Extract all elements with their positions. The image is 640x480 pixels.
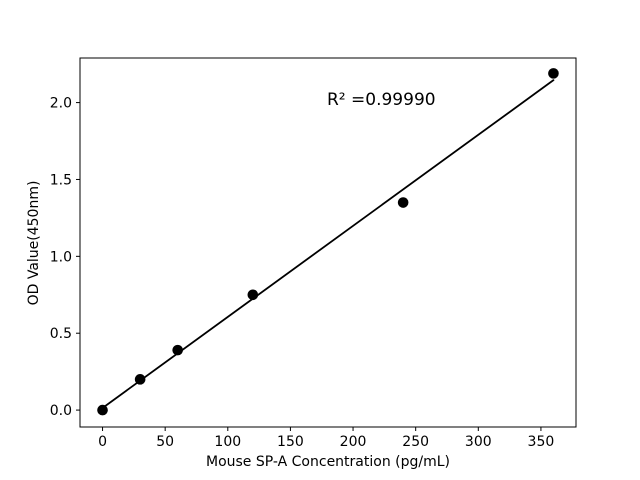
x-axis-label: Mouse SP-A Concentration (pg/mL) [206,454,450,470]
y-axis-label: OD Value(450nm) [26,181,42,306]
x-tick-label: 250 [402,434,429,450]
y-axis-ticks: 0.0 0.5 1.0 1.5 2.0 [50,96,80,419]
regression-line [101,79,555,409]
data-points [97,68,559,416]
data-point [247,289,259,301]
x-tick-label: 350 [528,434,555,450]
data-point [397,197,409,208]
r-squared-annotation: R² =0.99990 [327,90,436,110]
y-tick-label: 2.0 [50,96,72,112]
x-tick-label: 100 [214,434,241,450]
y-tick-label: 0.0 [50,403,72,419]
data-point [97,404,108,416]
x-tick-label: 50 [156,434,174,450]
x-axis-ticks: 0 50 100 150 200 250 300 350 [98,427,554,450]
data-point [134,374,146,385]
fit-line-segment [101,79,555,409]
y-tick-label: 1.0 [50,249,72,265]
x-tick-label: 200 [340,434,367,450]
plot-area [79,57,577,428]
x-tick-label: 0 [98,434,107,450]
x-tick-label: 300 [465,434,492,450]
y-tick-label: 0.5 [50,326,72,342]
data-point [548,68,559,79]
x-tick-label: 150 [277,434,304,450]
data-point [172,344,183,356]
y-tick-label: 1.5 [50,172,72,188]
